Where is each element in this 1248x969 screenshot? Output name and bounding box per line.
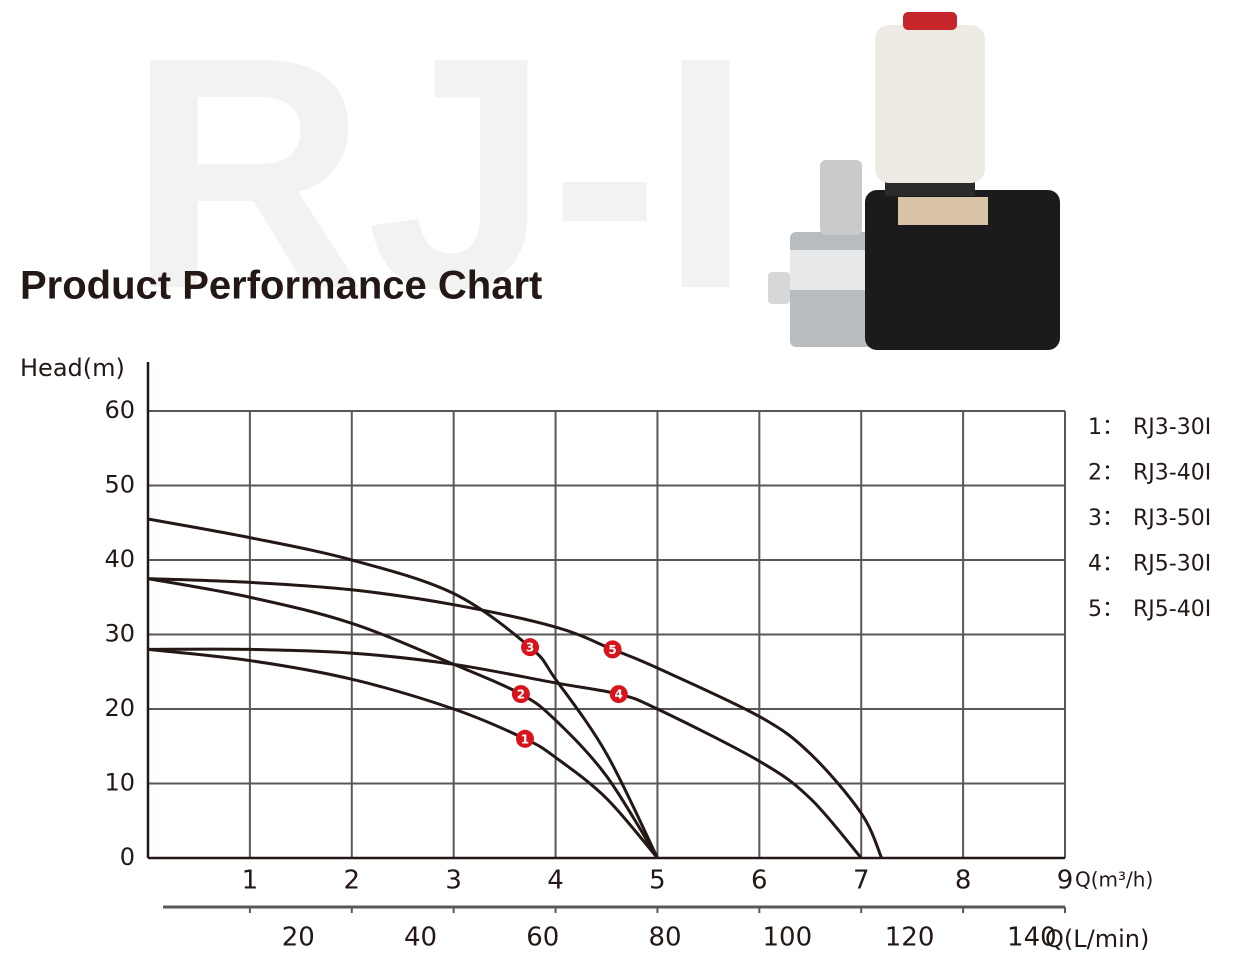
curve-marker: [515, 729, 534, 748]
x2-tick-label: 60: [526, 923, 559, 953]
y-tick-label: 40: [104, 545, 135, 573]
curve: [147, 577, 659, 859]
watermark: RJ-I: [128, 0, 751, 357]
curve: [147, 577, 883, 859]
y-tick-label: 0: [120, 843, 135, 871]
curve: [147, 647, 863, 859]
legend-number: 3：: [1088, 506, 1124, 531]
legend-number: 2：: [1088, 461, 1124, 486]
y-tick-label: 30: [104, 620, 135, 648]
y-tick-label: 20: [104, 694, 135, 722]
legend-label: RJ5-30I: [1133, 552, 1211, 577]
legend-number: 4：: [1088, 552, 1124, 577]
chart-title: Product Performance Chart: [20, 264, 542, 308]
pump-outlet: [820, 160, 862, 235]
tank-cap: [903, 12, 957, 30]
x-tick-label: 3: [445, 866, 462, 896]
pump-illustration: [768, 12, 1060, 350]
legend-label: RJ3-50I: [1133, 506, 1211, 531]
x2-tick-label: 100: [763, 923, 813, 953]
tank: [875, 25, 985, 183]
x2-tick-label: 80: [649, 923, 682, 953]
x2-tick-label: 40: [404, 923, 437, 953]
legend-number: 5：: [1088, 597, 1124, 622]
legend-label: RJ5-40I: [1133, 597, 1211, 622]
y-tick-label: 60: [104, 396, 135, 424]
x-tick-label: 1: [242, 866, 259, 896]
x2-axis-label: Q(L/min): [1045, 925, 1149, 953]
tank-base: [885, 180, 975, 196]
x-axis-label: Q(m³/h): [1075, 868, 1153, 892]
y-axis-label: Head(m): [20, 354, 125, 382]
marker-label: 2: [517, 688, 525, 702]
curve-marker: [521, 638, 540, 657]
curve-marker: [603, 640, 622, 659]
curve: [147, 647, 659, 859]
motor: [865, 190, 1060, 350]
pump-inlet: [768, 272, 790, 304]
x2-tick-label: 140: [1007, 923, 1057, 953]
y-tick-label: 10: [104, 769, 135, 797]
x-tick-label: 4: [547, 866, 564, 896]
x-tick-label: 8: [955, 866, 972, 896]
x2-tick-label: 20: [282, 923, 315, 953]
x-tick-label: 5: [649, 866, 666, 896]
marker-label: 4: [615, 688, 623, 702]
marker-label: 5: [608, 643, 616, 657]
curve-marker: [609, 685, 628, 704]
x2-tick-label: 120: [885, 923, 935, 953]
legend-label: RJ3-40I: [1133, 461, 1211, 486]
x-tick-label: 7: [853, 866, 870, 896]
control-panel: [898, 197, 988, 225]
x-tick-label: 9: [1057, 866, 1074, 896]
marker-label: 1: [521, 732, 529, 746]
marker-label: 3: [526, 641, 534, 655]
curve-marker: [511, 685, 530, 704]
y-tick-label: 50: [104, 471, 135, 499]
legend-number: 1：: [1088, 415, 1124, 440]
x-tick-label: 2: [344, 866, 361, 896]
legend-label: RJ3-30I: [1133, 415, 1211, 440]
x-tick-label: 6: [751, 866, 768, 896]
